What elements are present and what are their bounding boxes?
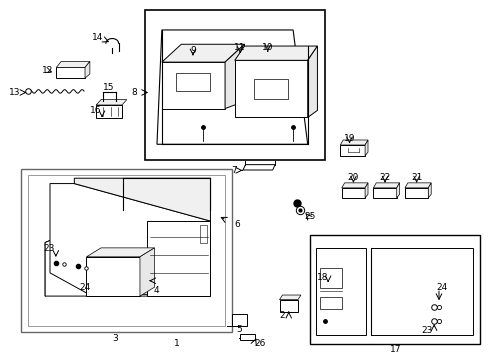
Text: 5: 5	[236, 325, 242, 334]
Polygon shape	[157, 30, 307, 144]
Polygon shape	[86, 248, 154, 257]
Polygon shape	[372, 183, 399, 188]
Polygon shape	[340, 145, 365, 156]
Text: 13: 13	[9, 88, 20, 97]
Text: 20: 20	[347, 173, 358, 182]
Polygon shape	[45, 210, 210, 296]
Bar	[320, 297, 341, 310]
Bar	[254, 79, 287, 99]
Text: 7: 7	[230, 166, 236, 175]
Polygon shape	[307, 46, 317, 117]
Polygon shape	[56, 67, 85, 78]
Bar	[199, 225, 206, 243]
Text: 12: 12	[42, 66, 54, 75]
Polygon shape	[279, 300, 297, 312]
Polygon shape	[365, 183, 367, 198]
Polygon shape	[372, 188, 396, 198]
Polygon shape	[74, 178, 210, 221]
Polygon shape	[243, 165, 275, 170]
Bar	[144, 10, 324, 160]
Bar	[28, 175, 224, 327]
Text: 22: 22	[379, 173, 390, 182]
Polygon shape	[427, 183, 430, 198]
Polygon shape	[232, 314, 246, 326]
Text: 15: 15	[103, 83, 114, 92]
Polygon shape	[96, 100, 126, 105]
Text: 23: 23	[43, 244, 55, 253]
Polygon shape	[316, 248, 366, 336]
Text: 9: 9	[190, 46, 195, 55]
Polygon shape	[396, 183, 399, 198]
Polygon shape	[56, 62, 90, 67]
Polygon shape	[224, 44, 244, 109]
Text: 18: 18	[316, 273, 327, 282]
Text: 24: 24	[79, 283, 90, 292]
Polygon shape	[45, 210, 122, 296]
Polygon shape	[147, 221, 210, 296]
Text: 6: 6	[234, 220, 240, 229]
Text: 16: 16	[90, 106, 102, 115]
Polygon shape	[341, 183, 367, 188]
Polygon shape	[162, 44, 244, 62]
Text: 8: 8	[131, 88, 137, 97]
Text: 23: 23	[421, 326, 432, 335]
Polygon shape	[365, 140, 367, 156]
Text: 21: 21	[410, 173, 422, 182]
Polygon shape	[122, 178, 210, 210]
Polygon shape	[96, 105, 122, 118]
Polygon shape	[404, 183, 430, 188]
Polygon shape	[234, 46, 317, 60]
Text: 2: 2	[279, 311, 284, 320]
Text: 4: 4	[153, 285, 159, 294]
Text: 19: 19	[343, 134, 355, 143]
Text: 14: 14	[92, 33, 103, 42]
Bar	[309, 235, 479, 344]
Polygon shape	[239, 334, 255, 340]
Text: 24: 24	[435, 283, 447, 292]
Text: 3: 3	[113, 334, 118, 343]
Text: 10: 10	[262, 43, 273, 52]
Polygon shape	[86, 257, 140, 296]
Polygon shape	[140, 248, 154, 296]
Text: 26: 26	[253, 339, 264, 348]
Text: 1: 1	[173, 339, 179, 348]
Bar	[320, 269, 341, 288]
Polygon shape	[85, 62, 90, 78]
Text: 17: 17	[388, 345, 400, 354]
Bar	[21, 169, 232, 332]
Text: 11: 11	[234, 43, 245, 52]
Polygon shape	[404, 188, 427, 198]
Bar	[176, 73, 210, 91]
Polygon shape	[340, 140, 367, 145]
Polygon shape	[370, 248, 472, 336]
Polygon shape	[279, 295, 300, 300]
Polygon shape	[234, 60, 307, 117]
Text: 25: 25	[304, 212, 315, 221]
Polygon shape	[341, 188, 365, 198]
Polygon shape	[162, 62, 224, 109]
Polygon shape	[50, 184, 210, 294]
